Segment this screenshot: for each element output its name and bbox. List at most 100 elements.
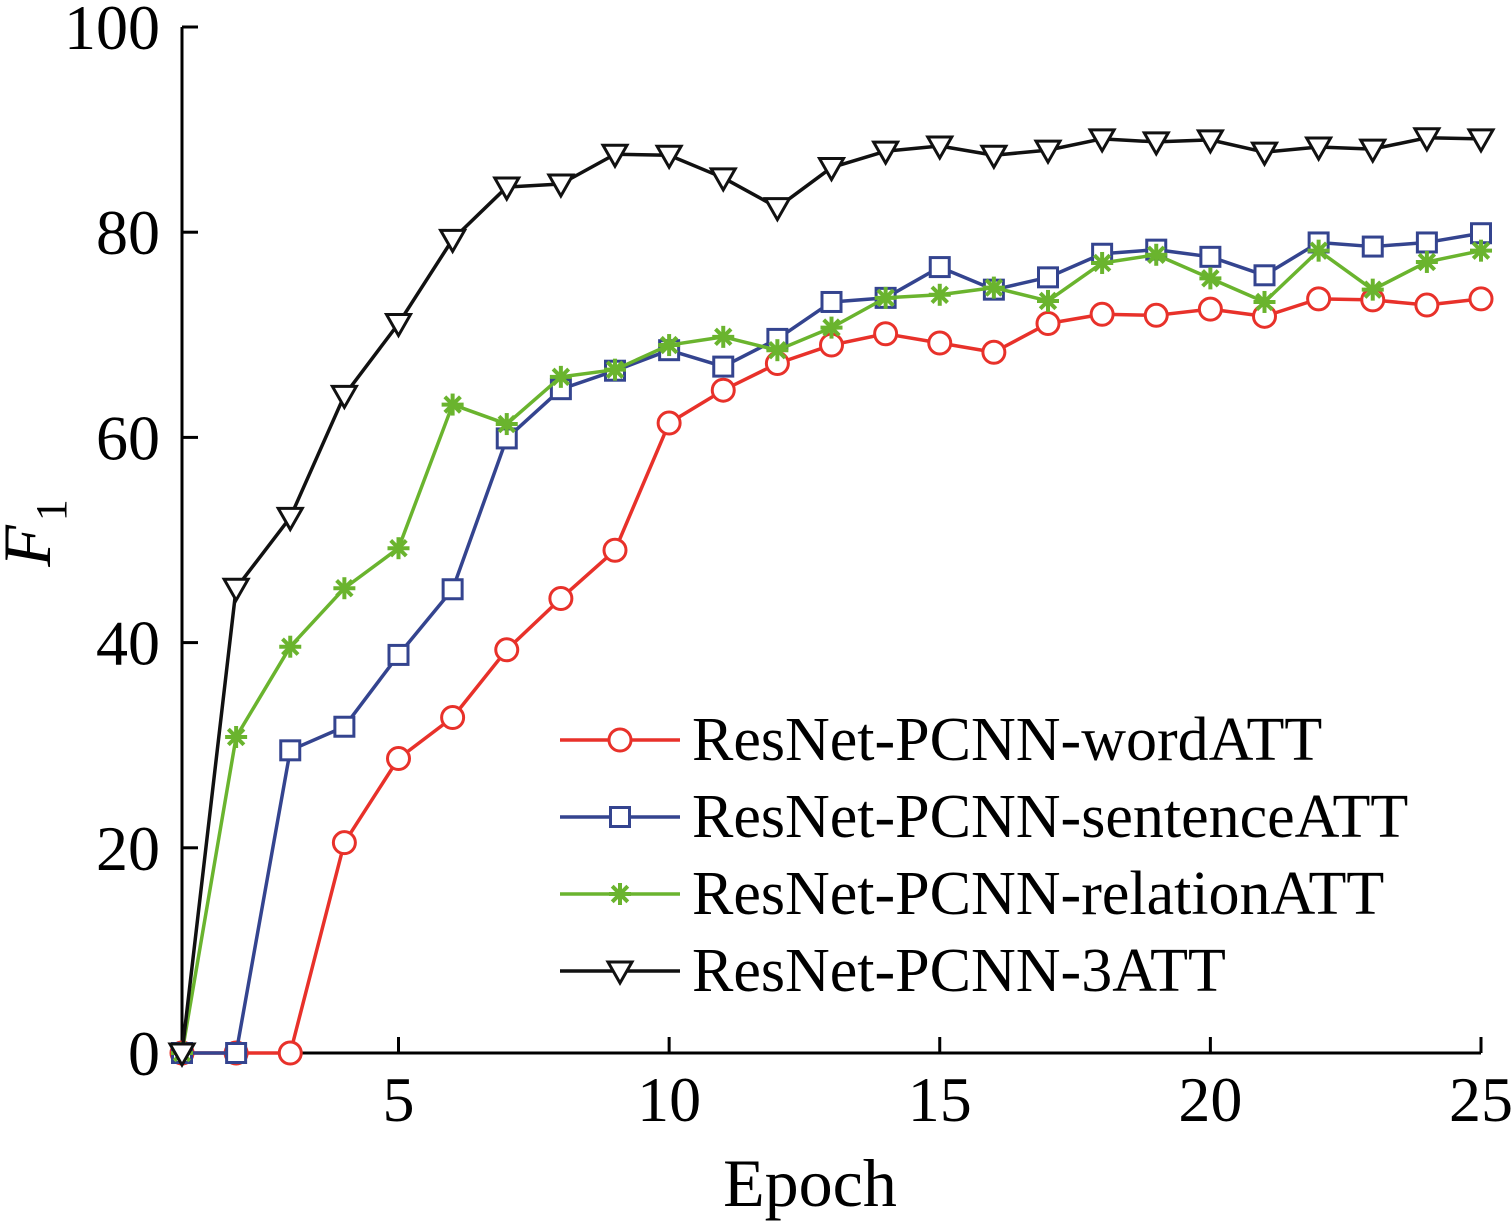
data-point xyxy=(927,330,953,356)
data-point xyxy=(1304,136,1334,163)
series-ResNet-PCNN-3ATT xyxy=(167,127,1496,1069)
data-point xyxy=(979,144,1009,171)
data-point xyxy=(1143,302,1169,328)
data-point xyxy=(1361,235,1384,258)
series-line xyxy=(180,248,1482,1054)
y-axis-label: F1 xyxy=(0,499,76,568)
data-point xyxy=(1145,243,1168,266)
data-point xyxy=(279,739,302,762)
data-point xyxy=(820,290,843,313)
data-point xyxy=(440,704,466,730)
legend-label: ResNet-PCNN-3ATT xyxy=(692,937,1226,1005)
data-point xyxy=(1199,267,1222,290)
data-point xyxy=(1358,138,1388,165)
y-tick-label: 20 xyxy=(96,813,160,884)
data-point xyxy=(656,410,682,436)
data-point xyxy=(600,143,630,170)
data-point xyxy=(333,715,356,738)
data-point xyxy=(1470,239,1492,262)
data-point xyxy=(329,384,359,411)
legend-label: ResNet-PCNN-relationATT xyxy=(692,860,1384,928)
x-axis-label: Epoch xyxy=(723,1145,897,1221)
data-point xyxy=(333,577,356,600)
data-point xyxy=(820,316,843,339)
data-point xyxy=(925,135,955,162)
data-point xyxy=(1037,266,1059,289)
y-axis-label-subscript: 1 xyxy=(27,499,76,521)
data-point xyxy=(871,140,901,167)
data-point xyxy=(1037,289,1059,312)
data-point xyxy=(1087,128,1117,154)
data-point xyxy=(277,1040,303,1066)
x-tick-label: 20 xyxy=(1178,1064,1242,1135)
data-point xyxy=(275,506,305,533)
data-point xyxy=(495,413,518,436)
data-point xyxy=(492,176,522,203)
data-point xyxy=(658,334,681,357)
data-point xyxy=(654,144,684,171)
legend: ResNet-PCNN-wordATT ResNet-PCNN-sentenceA… xyxy=(560,706,1408,1005)
data-point xyxy=(546,173,576,200)
data-point xyxy=(387,537,410,560)
legend-item: ResNet-PCNN-relationATT xyxy=(560,860,1384,928)
x-tick-label: 10 xyxy=(637,1064,701,1135)
data-point xyxy=(441,578,464,601)
legend-label: ResNet-PCNN-wordATT xyxy=(692,706,1322,774)
data-point xyxy=(1195,129,1225,155)
data-point xyxy=(1414,292,1440,318)
data-point xyxy=(549,365,572,388)
data-point xyxy=(1197,296,1223,322)
data-point xyxy=(1415,250,1438,273)
data-point xyxy=(708,167,738,193)
data-point xyxy=(225,1042,248,1064)
data-point xyxy=(766,339,789,362)
data-point xyxy=(1089,301,1115,327)
data-point xyxy=(386,746,411,772)
plot-series xyxy=(167,127,1496,1069)
data-point xyxy=(548,585,574,611)
data-point xyxy=(1033,139,1063,166)
data-point xyxy=(604,358,626,381)
data-point xyxy=(928,256,951,279)
y-tick-label: 0 xyxy=(128,1018,160,1089)
data-point xyxy=(1249,141,1280,168)
data-point xyxy=(225,725,248,748)
x-tick-label: 25 xyxy=(1449,1064,1511,1135)
data-point xyxy=(383,313,414,339)
data-point xyxy=(1307,239,1330,262)
data-point xyxy=(1091,251,1114,274)
data-point xyxy=(873,321,899,347)
y-tick-label: 100 xyxy=(64,0,160,63)
data-point xyxy=(1253,290,1276,313)
data-point xyxy=(928,283,951,306)
data-point xyxy=(602,537,628,563)
data-point xyxy=(1361,278,1384,301)
data-point xyxy=(221,577,251,604)
x-tick-label: 15 xyxy=(908,1064,972,1135)
data-point xyxy=(1035,311,1061,337)
legend-item: ResNet-PCNN-wordATT xyxy=(560,706,1322,774)
data-point xyxy=(1415,231,1438,254)
data-point xyxy=(712,325,735,348)
y-tick-label: 80 xyxy=(96,197,160,268)
data-point xyxy=(1253,264,1276,287)
data-point xyxy=(1199,245,1222,268)
data-point xyxy=(438,228,468,255)
data-point xyxy=(441,393,464,416)
data-point xyxy=(710,377,736,403)
series-ResNet-PCNN-relationATT xyxy=(171,239,1492,1064)
axis-ticks: 0 20 40 60 80 100 5 10 15 20 25 xyxy=(64,0,1511,1135)
y-tick-label: 40 xyxy=(96,608,160,679)
data-point xyxy=(387,643,410,666)
data-point xyxy=(762,197,792,223)
legend-item: ResNet-PCNN-3ATT xyxy=(560,937,1226,1005)
data-point xyxy=(609,806,631,828)
data-point xyxy=(167,1042,197,1069)
x-tick-label: 5 xyxy=(383,1064,415,1135)
y-tick-label: 60 xyxy=(96,402,160,473)
data-point xyxy=(1412,127,1442,153)
data-point xyxy=(712,355,735,378)
data-point xyxy=(609,883,631,905)
data-point xyxy=(1466,128,1496,154)
